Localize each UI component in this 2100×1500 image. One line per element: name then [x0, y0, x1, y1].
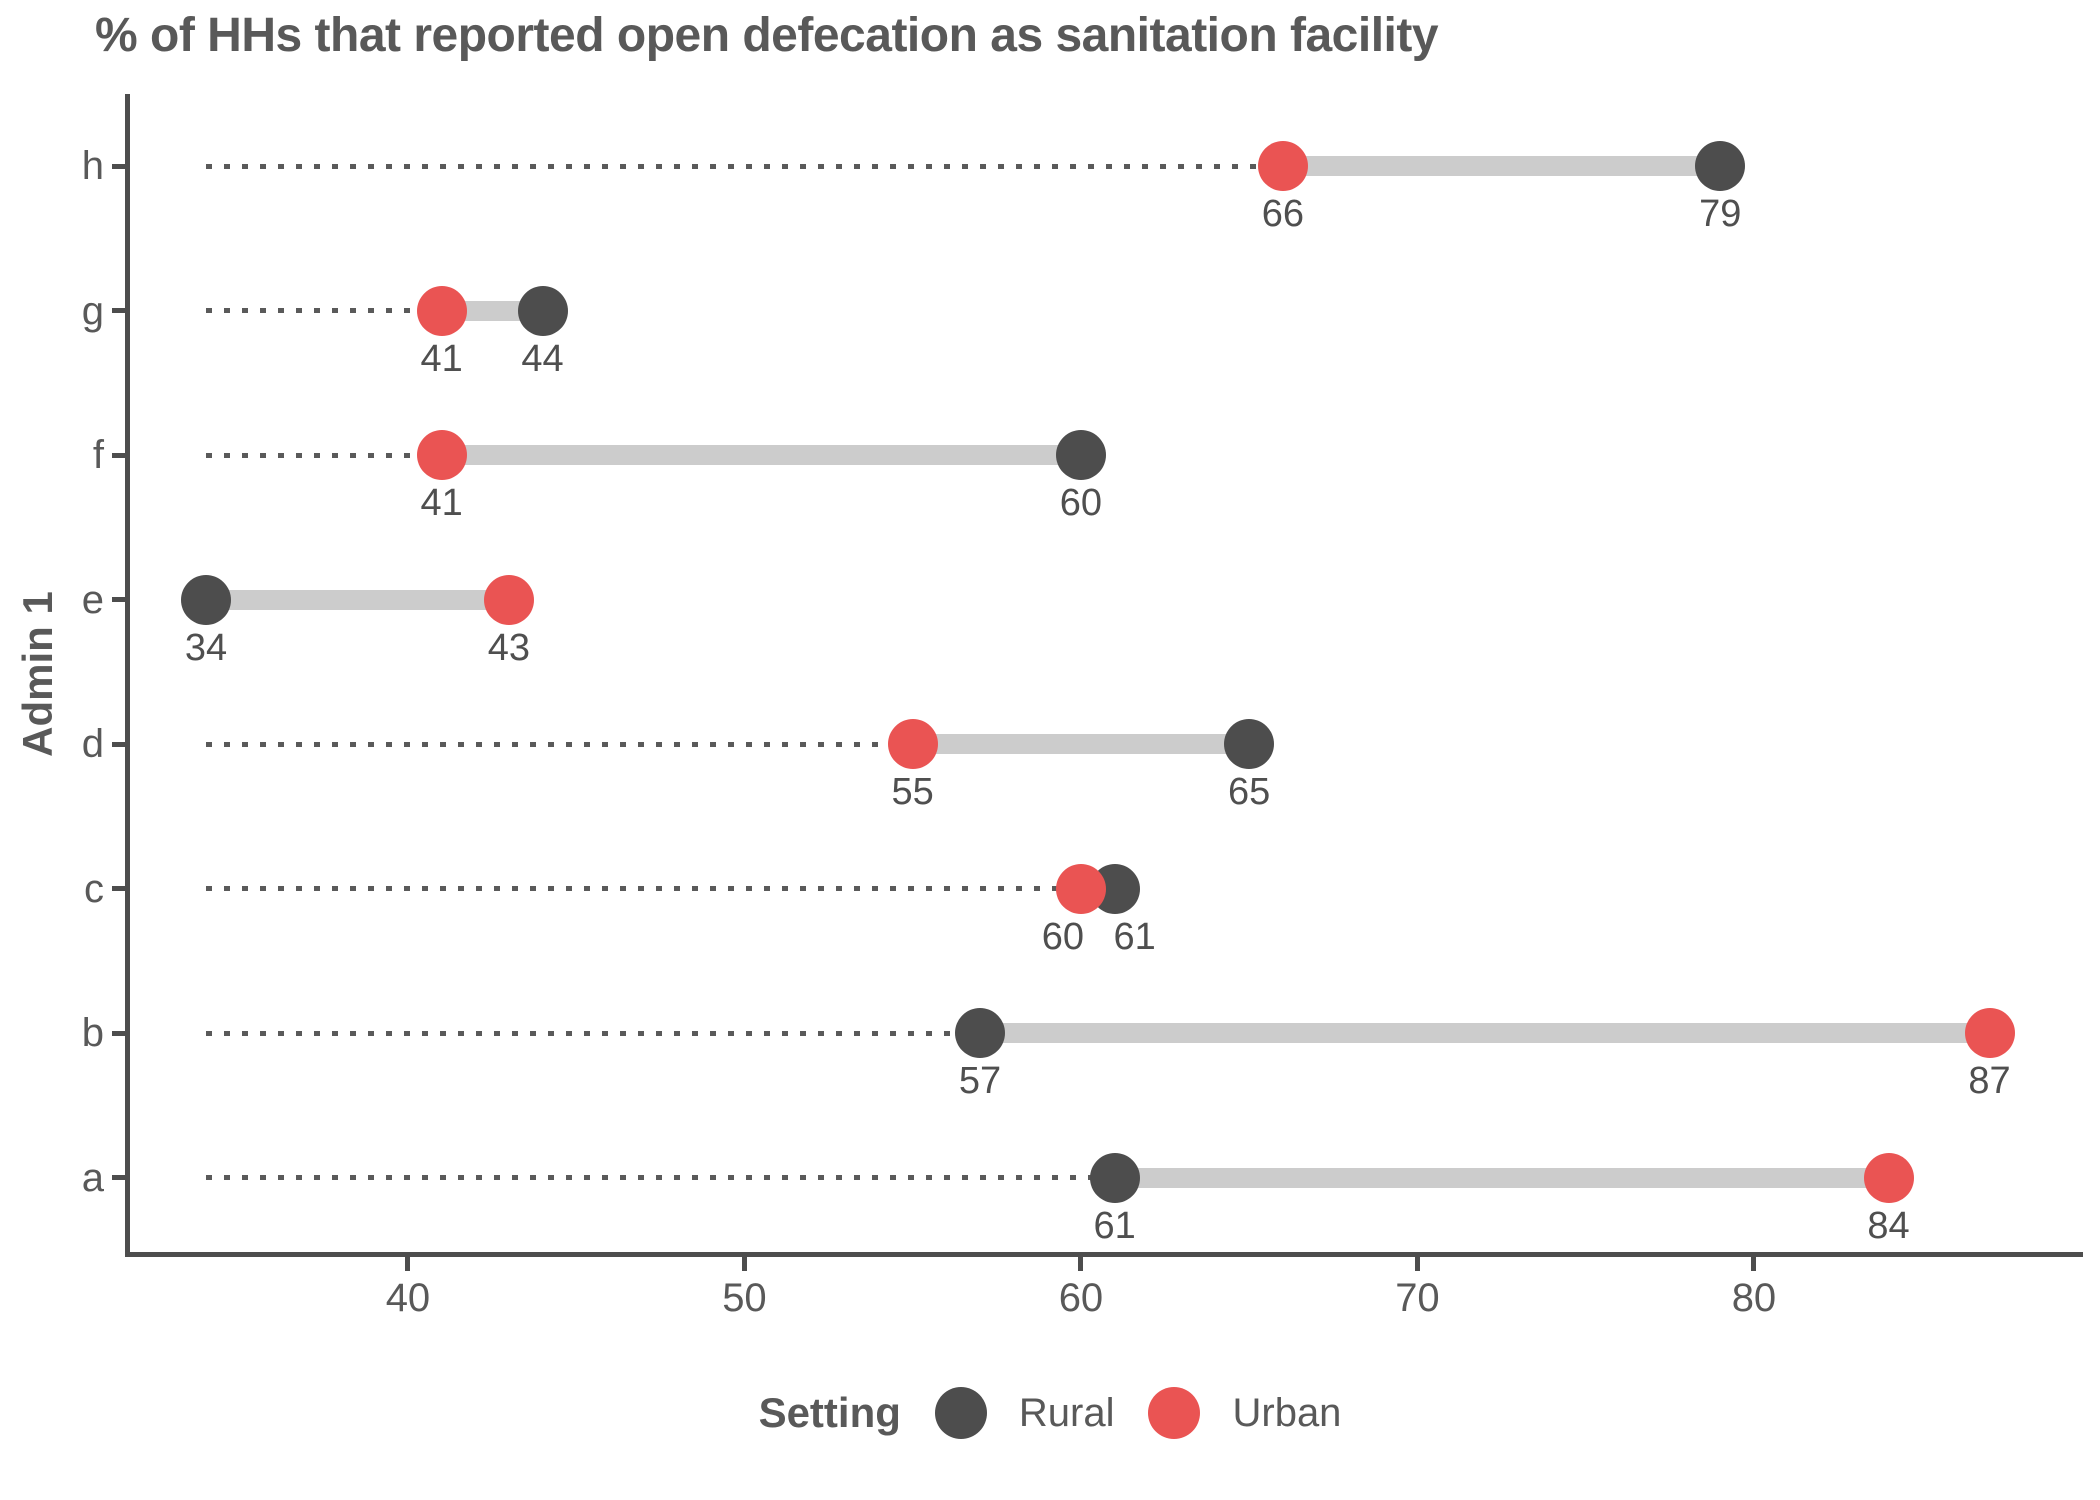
connector-bar [441, 300, 543, 321]
y-axis-category-label: h [81, 144, 104, 188]
y-axis-category-label: g [81, 288, 104, 333]
urban-value-label: 43 [487, 626, 531, 669]
x-axis-tick-label: 40 [385, 1276, 431, 1320]
urban-dot [416, 285, 467, 336]
x-axis-line [125, 1252, 2083, 1257]
y-axis-tick [112, 452, 126, 458]
rural-dot [1089, 1152, 1140, 1203]
urban-dot [416, 430, 467, 481]
urban-value-label: 41 [420, 337, 463, 380]
x-axis-tick [741, 1257, 747, 1271]
y-axis-category-label: d [81, 722, 104, 767]
rural-dot [1055, 430, 1106, 481]
urban-value-label: 87 [1968, 1060, 2011, 1103]
legend-entry: Rural [934, 1387, 1115, 1439]
y-axis-tick [112, 886, 126, 892]
urban-dot [1964, 1008, 2015, 1059]
rural-value-label: 44 [521, 337, 564, 380]
legend-label-urban: Urban [1232, 1390, 1342, 1435]
legend-label-rural: Rural [1018, 1390, 1115, 1435]
urban-dot [483, 574, 534, 625]
legend-swatch-rural [934, 1387, 987, 1439]
rural-dot [517, 285, 568, 336]
y-axis-category-label: e [81, 577, 104, 622]
urban-dot [1055, 863, 1106, 914]
y-axis-tick [112, 308, 126, 314]
x-axis-tick [1414, 1257, 1420, 1271]
legend-swatch-urban [1148, 1387, 1201, 1439]
y-axis-category-label: a [81, 1155, 104, 1200]
y-axis-tick [112, 1175, 126, 1181]
y-axis-tick [112, 1030, 126, 1036]
legend-entry: Urban [1148, 1387, 1341, 1439]
rural-dot [181, 574, 232, 625]
urban-value-label: 60 [1041, 915, 1085, 958]
legend-title: Setting [758, 1389, 901, 1436]
urban-value-label: 66 [1261, 193, 1304, 235]
x-axis-tick-label: 80 [1731, 1276, 1777, 1320]
leader-dotted-line [206, 452, 442, 458]
urban-dot [1863, 1152, 1914, 1203]
connector-bar [1114, 1167, 1889, 1188]
urban-value-label: 41 [420, 482, 463, 525]
rural-value-label: 79 [1699, 193, 1742, 235]
y-axis-category-label: c [84, 866, 104, 911]
y-axis-tick [112, 163, 126, 169]
x-axis-tick [1751, 1257, 1757, 1271]
leader-dotted-line [206, 1175, 1115, 1181]
urban-value-label: 55 [891, 771, 934, 814]
rural-dot [1695, 141, 1746, 191]
legend: Setting Rural Urban [0, 1387, 2100, 1439]
rural-value-label: 61 [1113, 915, 1156, 958]
rural-value-label: 65 [1228, 771, 1271, 814]
x-axis-tick-label: 70 [1395, 1276, 1440, 1320]
y-axis-category-label: f [92, 433, 104, 478]
plot-panel: 79 66 44 41 60 41 34 43 65 55 61 60 57 87 61 84 [130, 94, 2078, 1252]
leader-dotted-line [206, 163, 1283, 169]
leader-dotted-line [206, 308, 442, 314]
leader-dotted-line [206, 741, 913, 747]
rural-dot [1224, 719, 1275, 770]
y-axis-tick [112, 597, 126, 603]
chart-title: % of HHs that reported open defecation a… [95, 9, 1439, 62]
urban-dot [887, 719, 938, 770]
rural-value-label: 60 [1059, 482, 1103, 525]
y-axis-category-label: b [81, 1011, 104, 1056]
connector-bar [1282, 156, 1721, 176]
leader-dotted-line [206, 1030, 980, 1036]
x-axis-tick-label: 50 [722, 1276, 767, 1320]
urban-dot [1257, 141, 1308, 191]
connector-bar [912, 734, 1250, 755]
y-axis-line [125, 94, 130, 1257]
leader-dotted-line [206, 886, 1081, 892]
urban-value-label: 84 [1867, 1204, 1910, 1247]
connector-bar [206, 589, 509, 610]
connector-bar [979, 1023, 1990, 1044]
x-axis-tick [1078, 1257, 1084, 1271]
rural-value-label: 34 [184, 626, 228, 669]
rural-value-label: 57 [958, 1060, 1002, 1103]
y-axis-tick [112, 741, 126, 747]
rural-dot [954, 1008, 1005, 1059]
rural-value-label: 61 [1093, 1204, 1136, 1247]
connector-bar [441, 445, 1081, 466]
x-axis-tick [405, 1257, 411, 1271]
x-axis-tick-label: 60 [1058, 1276, 1104, 1320]
